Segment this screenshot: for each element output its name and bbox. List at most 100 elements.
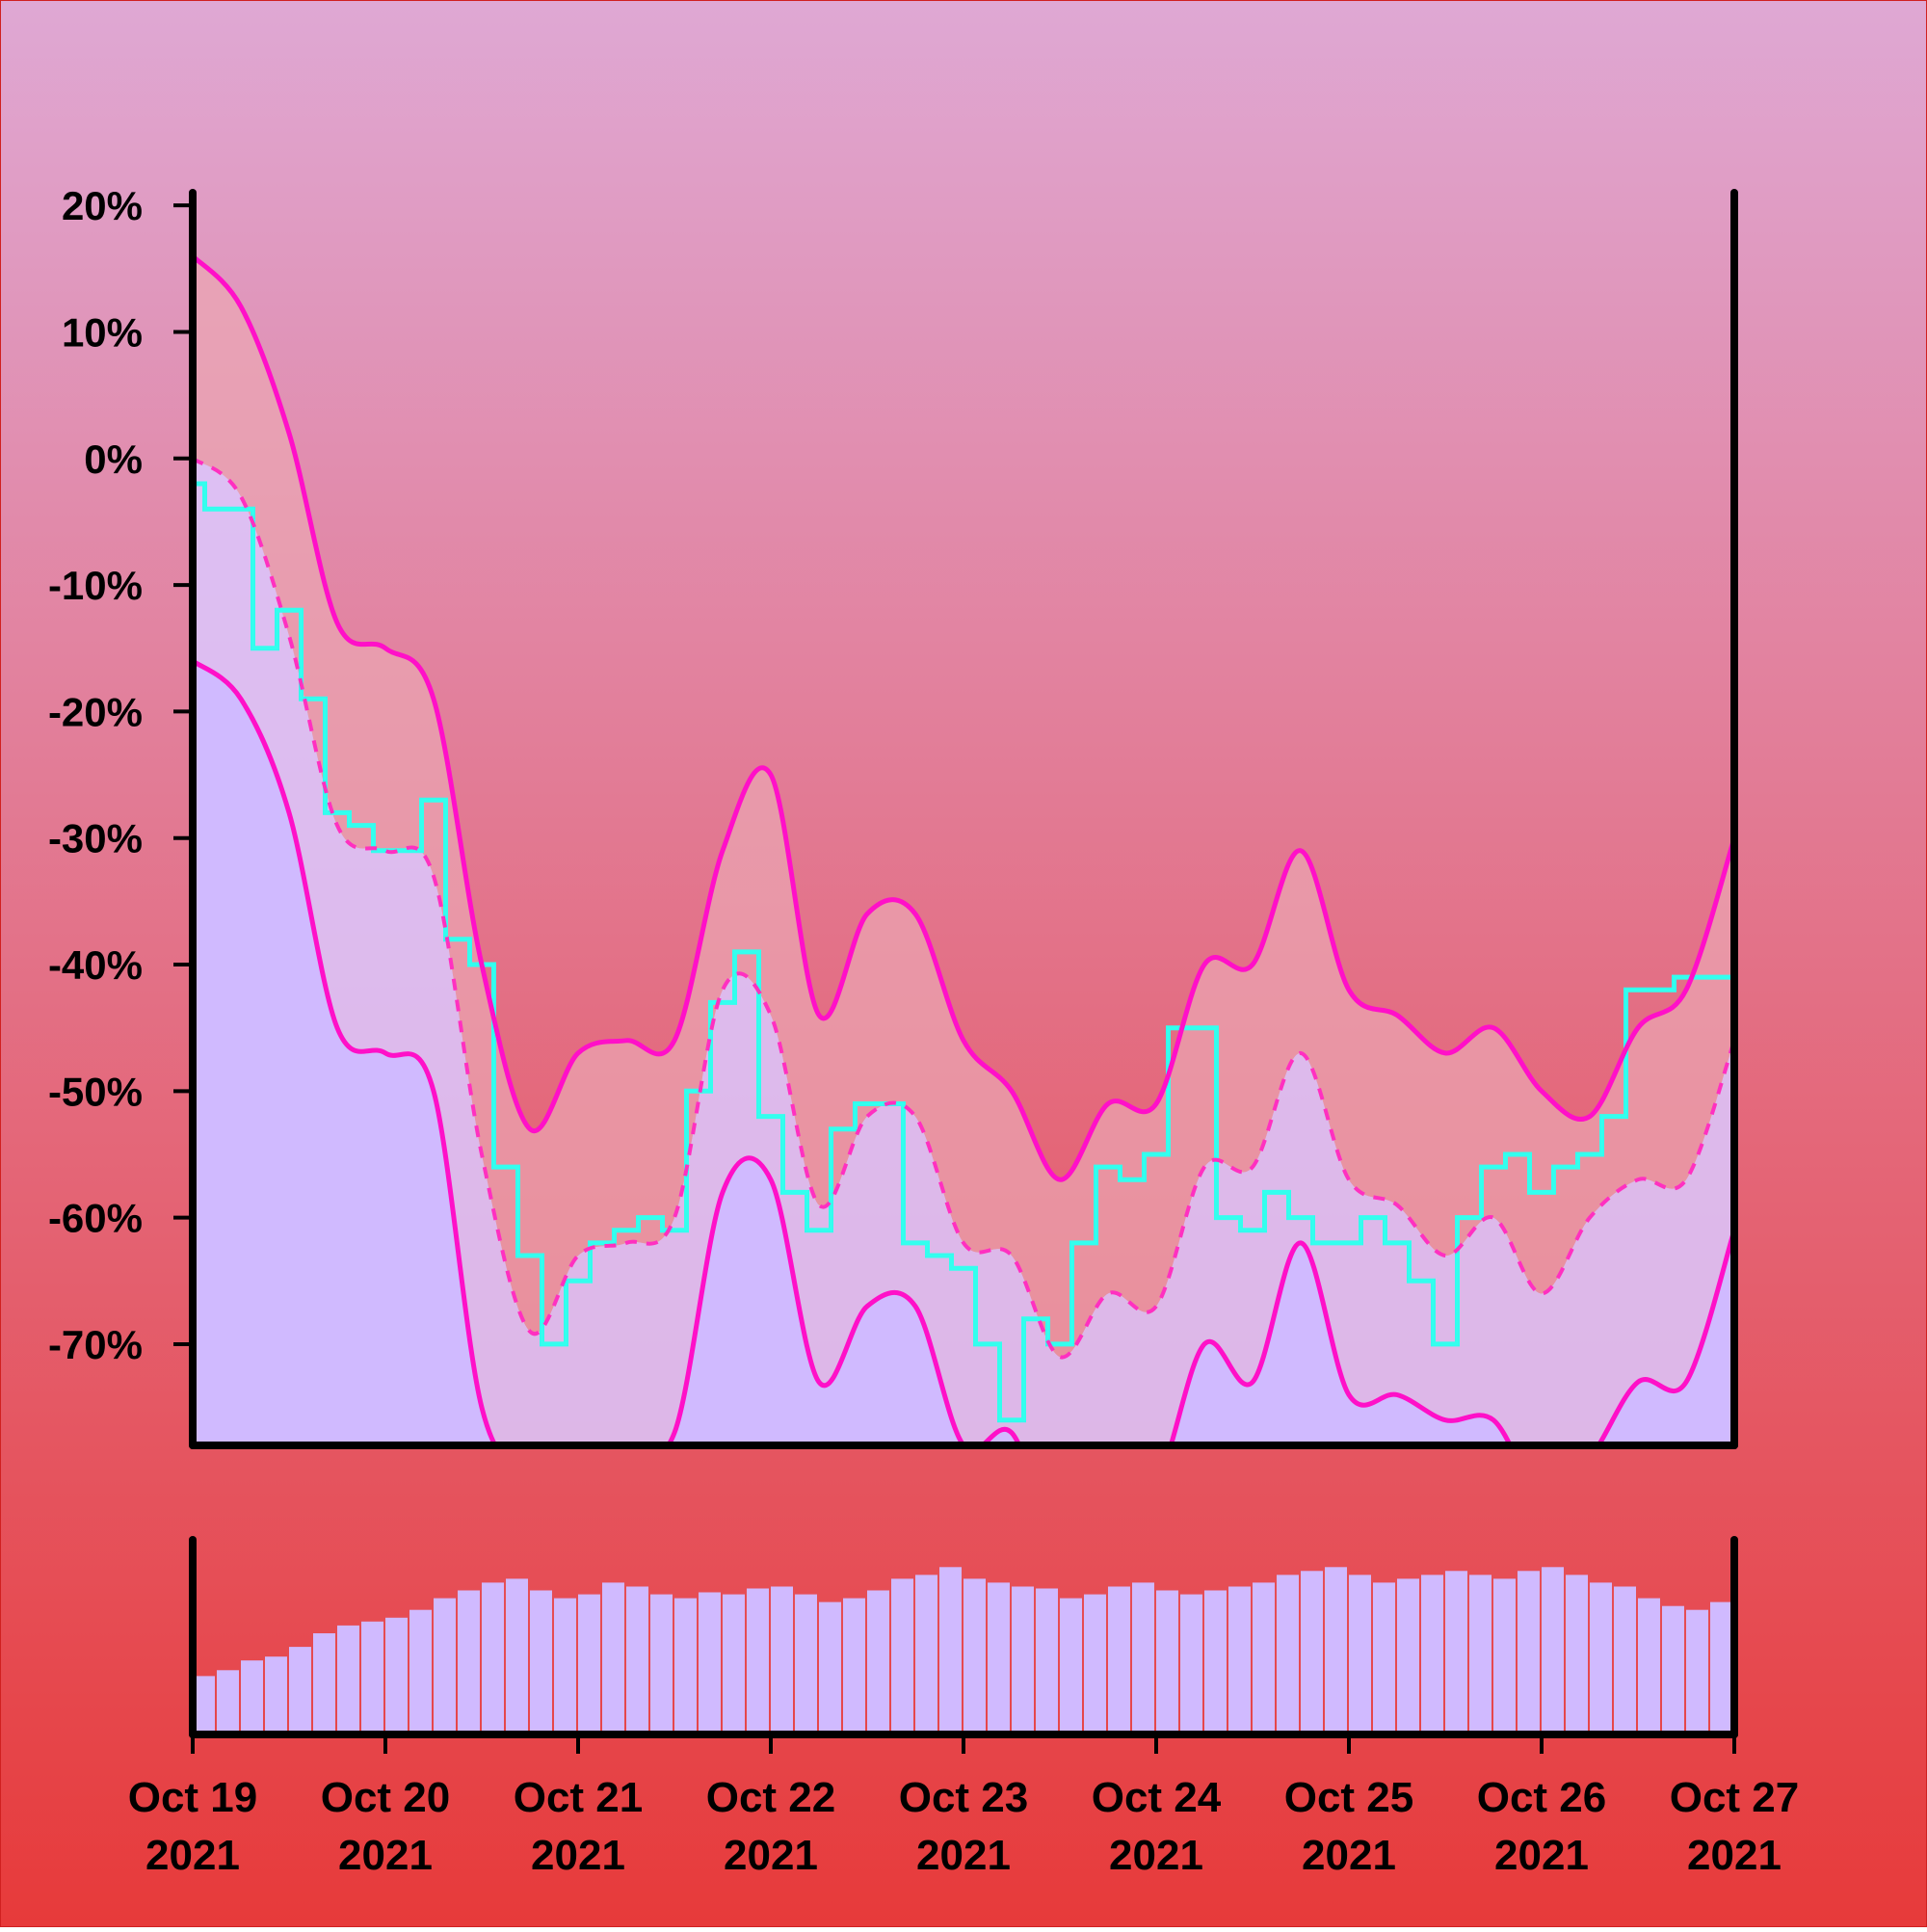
volume-bar — [1108, 1586, 1130, 1734]
y-tick-label: -10% — [48, 563, 143, 608]
price-plot-area — [193, 253, 1734, 1445]
volume-bar — [1614, 1586, 1636, 1734]
y-tick-label: 0% — [84, 437, 143, 482]
volume-plot-area — [193, 1567, 1732, 1734]
volume-bar — [674, 1598, 697, 1734]
volume-bar — [1036, 1588, 1058, 1734]
x-tick-label-year: 2021 — [531, 1832, 625, 1879]
y-tick-label: -20% — [48, 689, 143, 734]
volume-bar — [361, 1621, 383, 1734]
volume-bar — [458, 1590, 480, 1734]
volume-bar — [1566, 1575, 1588, 1734]
volume-bar — [265, 1656, 287, 1734]
x-tick-label-year: 2021 — [1302, 1832, 1396, 1879]
x-tick-label-year: 2021 — [916, 1832, 1011, 1879]
volume-bar — [554, 1598, 576, 1734]
volume-bar — [819, 1601, 841, 1734]
volume-bar — [867, 1590, 889, 1734]
volume-bar — [1301, 1571, 1323, 1734]
volume-bar — [1686, 1609, 1708, 1734]
y-tick-label: -40% — [48, 942, 143, 988]
x-tick-label-date: Oct 21 — [514, 1774, 644, 1821]
volume-bar — [409, 1609, 432, 1734]
y-tick-label: -30% — [48, 816, 143, 861]
volume-bar — [723, 1594, 745, 1734]
volume-bar — [1542, 1567, 1564, 1734]
x-tick-label-date: Oct 24 — [1092, 1774, 1222, 1821]
volume-bar — [193, 1676, 215, 1734]
x-tick-label-year: 2021 — [1109, 1832, 1203, 1879]
volume-bar — [1349, 1575, 1371, 1734]
volume-bar — [1421, 1575, 1443, 1734]
volume-bar — [771, 1586, 793, 1734]
y-tick-label: -70% — [48, 1322, 143, 1367]
volume-bar — [1180, 1594, 1202, 1734]
x-tick-label-date: Oct 22 — [706, 1774, 836, 1821]
volume-bar — [699, 1592, 721, 1734]
x-tick-label-date: Oct 27 — [1670, 1774, 1800, 1821]
volume-bar — [964, 1578, 986, 1734]
y-tick-label: 20% — [62, 183, 143, 228]
x-tick-label-date: Oct 26 — [1477, 1774, 1607, 1821]
x-tick-label-year: 2021 — [338, 1832, 433, 1879]
volume-panel — [193, 1567, 1732, 1734]
y-tick-label: -60% — [48, 1196, 143, 1241]
volume-bar — [1493, 1578, 1516, 1734]
axes-layer: 20% 10% 0% -10% -20% -30% -40% -50% -60% -70% Oct … — [48, 183, 1799, 1879]
volume-bar — [1228, 1586, 1251, 1734]
volume-bar — [385, 1617, 408, 1734]
middle-band-line — [193, 457, 1734, 1360]
y-tick-label: -50% — [48, 1069, 143, 1114]
upper-band-fill — [193, 255, 1734, 1358]
price-panel — [193, 253, 1734, 1445]
volume-bar — [1156, 1590, 1178, 1734]
lower-band-fill — [193, 458, 1734, 1445]
lower-band-line — [193, 658, 1734, 1445]
volume-bar — [1710, 1601, 1732, 1734]
volume-bar — [1638, 1598, 1660, 1734]
x-tick-label-date: Oct 23 — [899, 1774, 1029, 1821]
volume-bar — [217, 1670, 239, 1734]
volume-bar — [650, 1594, 673, 1734]
volume-bar — [1084, 1594, 1106, 1734]
price-line — [193, 481, 1734, 1423]
volume-bar — [1373, 1582, 1395, 1734]
volume-bar — [939, 1567, 962, 1734]
x-tick-label-year: 2021 — [724, 1832, 818, 1879]
y-tick-label: 10% — [62, 309, 143, 355]
volume-bar — [747, 1588, 769, 1734]
volume-bar — [891, 1578, 913, 1734]
volume-bar — [1518, 1571, 1540, 1734]
volume-bar — [578, 1594, 600, 1734]
volume-bar — [1277, 1575, 1299, 1734]
volume-bar — [530, 1590, 552, 1734]
volume-bar — [1012, 1586, 1034, 1734]
volume-bar — [1445, 1571, 1467, 1734]
volume-bar — [1060, 1598, 1082, 1734]
x-tick-label-year: 2021 — [1687, 1832, 1782, 1879]
volume-bar — [1469, 1575, 1491, 1734]
x-tick-label-year: 2021 — [145, 1832, 240, 1879]
volume-bar — [1204, 1590, 1227, 1734]
volume-bar — [289, 1647, 311, 1734]
volume-bar — [602, 1582, 624, 1734]
volume-bar — [1397, 1578, 1419, 1734]
x-tick-label-date: Oct 25 — [1284, 1774, 1414, 1821]
volume-bar — [843, 1598, 865, 1734]
volume-bar — [1253, 1582, 1275, 1734]
volume-bar — [1662, 1605, 1684, 1734]
lower-band-area — [193, 660, 1734, 1445]
volume-bar — [988, 1582, 1010, 1734]
volume-bar — [313, 1633, 335, 1734]
volume-bar — [337, 1625, 359, 1734]
x-tick-label-year: 2021 — [1494, 1832, 1589, 1879]
x-tick-label-date: Oct 20 — [321, 1774, 451, 1821]
volume-bar — [241, 1660, 263, 1734]
x-tick-label-date: Oct 19 — [128, 1774, 258, 1821]
volume-bar — [1590, 1582, 1612, 1734]
volume-bar — [482, 1582, 504, 1734]
volume-bar — [1132, 1582, 1154, 1734]
volume-bar — [434, 1598, 456, 1734]
